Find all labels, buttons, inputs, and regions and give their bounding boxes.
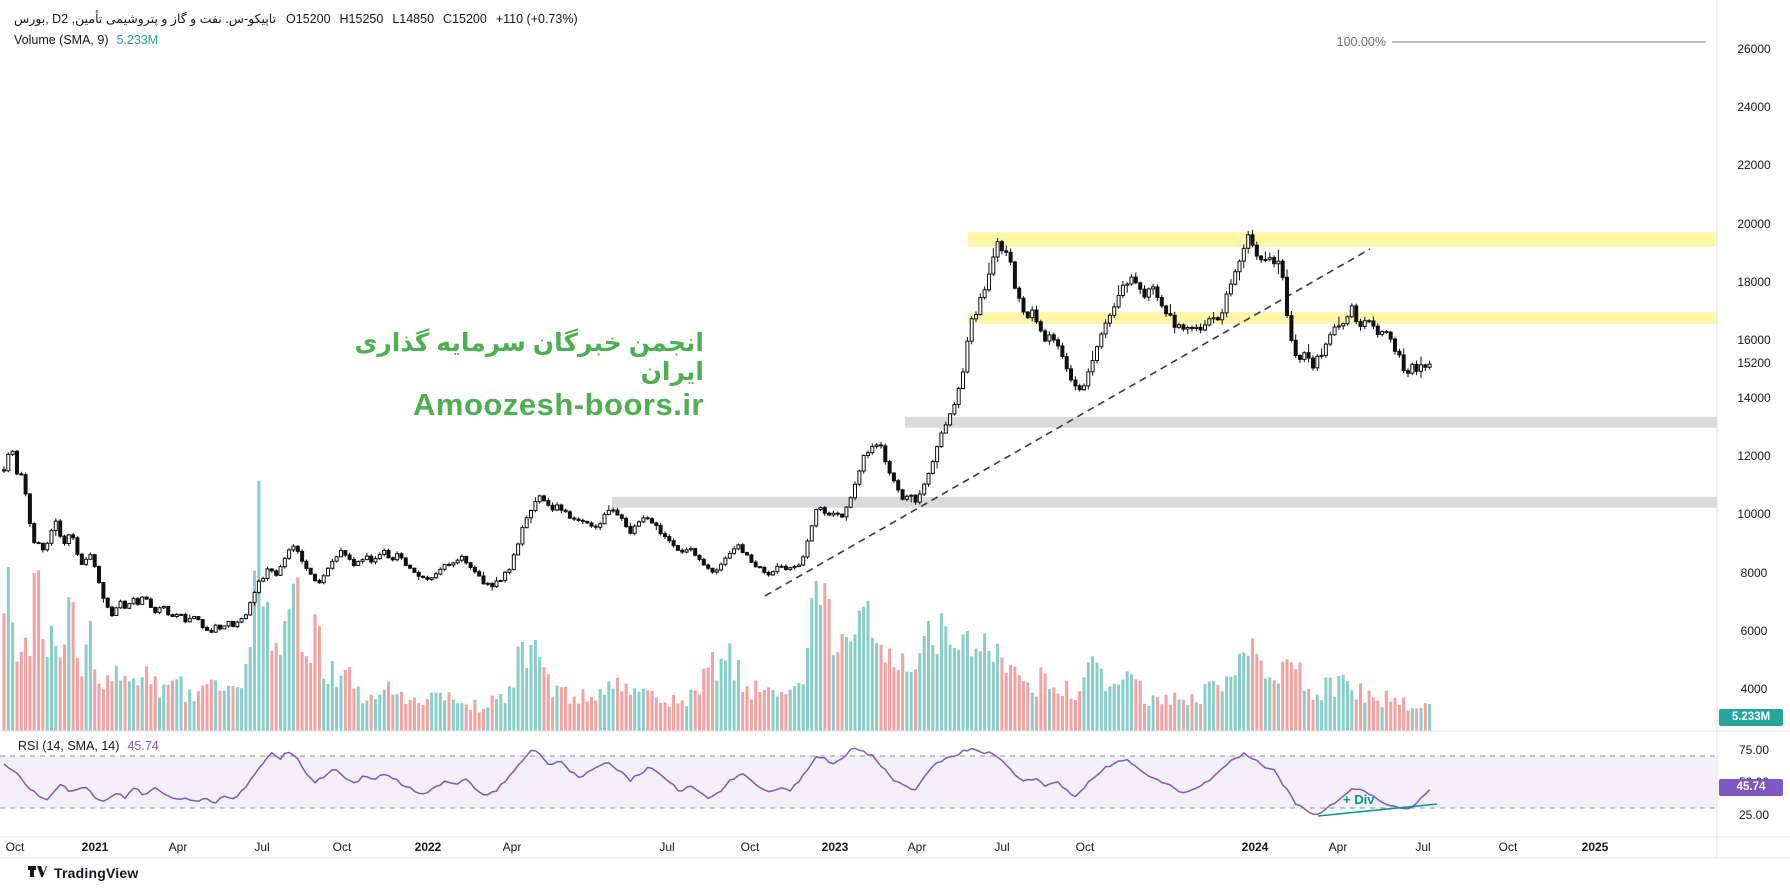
watermark-line-latin: Amoozesh-boors.ir xyxy=(413,386,704,422)
time-tick-label: Oct xyxy=(1498,840,1518,854)
time-tick-label: 2021 xyxy=(81,840,109,854)
time-tick-label: Oct xyxy=(5,840,25,854)
time-tick-label: Oct xyxy=(1075,840,1095,854)
tradingview-attribution[interactable]: TradingView xyxy=(28,864,138,881)
time-tick-label: 2024 xyxy=(1241,840,1269,854)
price-tick-label: 12000 xyxy=(1737,449,1771,464)
price-tick-label: 10000 xyxy=(1737,507,1771,522)
price-tick-label: 8000 xyxy=(1740,565,1768,580)
volume-bars-layer xyxy=(2,480,1432,731)
time-tick-label: Apr xyxy=(168,840,188,854)
rsi-value-badge: 45.74 xyxy=(1719,779,1783,796)
time-tick-label: Jul xyxy=(1415,840,1431,854)
price-axis[interactable]: 26000 24000 22000 20000 18000 16000 14000 12000… xyxy=(1718,0,1790,858)
rsi-indicator-value: 45.74 xyxy=(127,739,159,753)
watermark-line-persian: انجمن خبرگان سرمایه گذاری ایران xyxy=(354,329,704,386)
zone-resistance[interactable] xyxy=(968,232,1717,247)
rsi-tick-label: 75.00 xyxy=(1738,742,1770,757)
ohlc-token: O15200 xyxy=(286,11,331,26)
fib-level-label[interactable]: 100.00% xyxy=(1336,35,1386,49)
time-axis[interactable]: Oct 2021 Apr Jul Oct 2022 Apr Jul Oct 2023 Apr Jul O… xyxy=(0,837,1717,858)
rsi-tick-label: 25.00 xyxy=(1738,807,1770,822)
price-tick-label: 16000 xyxy=(1737,332,1771,347)
rsi-band xyxy=(0,756,1717,808)
price-tick-label: 20000 xyxy=(1737,216,1771,231)
price-zones[interactable] xyxy=(612,232,1717,508)
time-tick-label: 2023 xyxy=(821,840,849,854)
time-tick-label: Oct xyxy=(332,840,352,854)
rsi-line[interactable] xyxy=(3,747,1431,816)
tradingview-logo-icon xyxy=(28,866,47,877)
time-tick-label: Apr xyxy=(907,840,927,854)
watermark: انجمن خبرگان سرمایه گذاری ایران Amoozesh… xyxy=(298,329,704,422)
divergence-trendline[interactable] xyxy=(1317,803,1438,817)
symbol-legend-row[interactable]: بورس, Dتاپیکو-س. نفت و گاز و پتروشیمی تأ… xyxy=(14,11,578,27)
price-tick-label: 22000 xyxy=(1737,158,1771,173)
last-price-label: 15200 xyxy=(1737,356,1771,371)
time-tick-label: Jul xyxy=(254,840,270,854)
time-tick-label: Apr xyxy=(502,840,522,854)
time-tick-label: Jul xyxy=(994,840,1010,854)
symbol-title[interactable]: بورس, Dتاپیکو-س. نفت و گاز و پتروشیمی تأ… xyxy=(14,12,277,26)
trendline[interactable] xyxy=(764,248,1371,597)
volume-indicator-value: 5.233M xyxy=(116,33,159,47)
time-tick-label: 2022 xyxy=(414,840,442,854)
time-tick-label: 2025 xyxy=(1581,840,1609,854)
zone-support[interactable] xyxy=(905,417,1717,428)
price-tick-label: 24000 xyxy=(1737,100,1771,115)
ohlc-token: L14850 xyxy=(392,11,435,26)
ohlc-token: C15200 xyxy=(443,11,487,26)
rsi-legend-row[interactable]: RSI (14, SMA, 14) 45.74 xyxy=(18,739,159,753)
price-tick-label: 18000 xyxy=(1737,274,1771,289)
time-tick-label: Jul xyxy=(659,840,675,854)
volume-value-badge: 5.233M xyxy=(1719,709,1783,726)
price-tick-label: 14000 xyxy=(1737,391,1771,406)
zone-resistance[interactable] xyxy=(968,312,1717,324)
price-tick-label: 4000 xyxy=(1740,682,1768,696)
ohlc-token: H15250 xyxy=(339,11,384,26)
divergence-label[interactable]: + Div xyxy=(1343,792,1375,807)
zone-support[interactable] xyxy=(612,497,1717,508)
candles-layer xyxy=(2,230,1432,634)
time-tick-label: Apr xyxy=(1328,840,1348,854)
ohlc-token: +110 (+0.73%) xyxy=(495,11,578,26)
volume-indicator-label[interactable]: Volume (SMA, 9) xyxy=(14,33,109,47)
price-tick-label: 26000 xyxy=(1737,42,1771,56)
time-tick-label: Oct xyxy=(740,840,760,854)
rsi-indicator-label[interactable]: RSI (14, SMA, 14) xyxy=(18,739,120,753)
price-tick-label: 6000 xyxy=(1740,623,1768,638)
tradingview-brand-text: TradingView xyxy=(54,864,139,881)
volume-legend-row[interactable]: Volume (SMA, 9) 5.233M xyxy=(14,33,158,47)
ohlc-values: O15200 H15250 L14850 C15200 +110 (+0.73%) xyxy=(286,12,578,26)
